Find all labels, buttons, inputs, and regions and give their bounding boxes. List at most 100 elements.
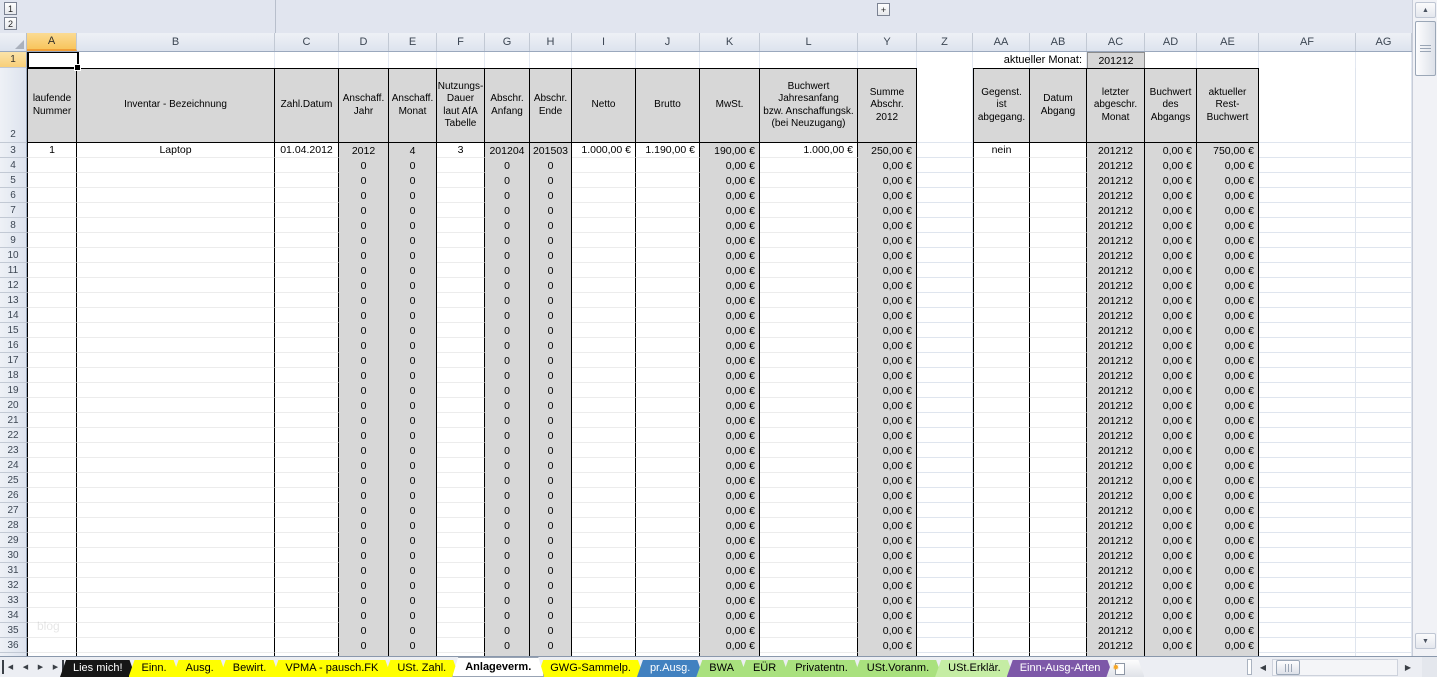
outline-expand-button[interactable]: + (877, 3, 890, 16)
cell-D13[interactable]: 0 (339, 293, 389, 308)
cell-B34[interactable] (77, 608, 275, 623)
cell-B20[interactable] (77, 398, 275, 413)
cell-F11[interactable] (437, 263, 485, 278)
cell-G37[interactable]: 0 (485, 653, 530, 656)
cell-I17[interactable] (572, 353, 636, 368)
last-sheet-button[interactable]: ▶ (49, 660, 64, 674)
cell-Z15[interactable] (917, 323, 973, 338)
cell-K21[interactable]: 0,00 € (700, 413, 760, 428)
cell-F29[interactable] (437, 533, 485, 548)
row-header-18[interactable]: 18 (0, 368, 27, 383)
column-header-H[interactable]: H (530, 33, 572, 51)
cell-G14[interactable]: 0 (485, 308, 530, 323)
cell-Y27[interactable]: 0,00 € (858, 503, 917, 518)
column-header-AF[interactable]: AF (1259, 33, 1356, 51)
cell-K6[interactable]: 0,00 € (700, 188, 760, 203)
cell-AD16[interactable]: 0,00 € (1145, 338, 1197, 353)
row-header-3[interactable]: 3 (0, 143, 27, 158)
cell-AD37[interactable]: 0,00 € (1145, 653, 1197, 656)
cell-H33[interactable]: 0 (530, 593, 572, 608)
row-header-21[interactable]: 21 (0, 413, 27, 428)
cell-K35[interactable]: 0,00 € (700, 623, 760, 638)
cell-H7[interactable]: 0 (530, 203, 572, 218)
cell-B23[interactable] (77, 443, 275, 458)
cell-D18[interactable]: 0 (339, 368, 389, 383)
cell-AA12[interactable] (973, 278, 1030, 293)
column-header-A[interactable]: A (27, 33, 77, 51)
cell-C31[interactable] (275, 563, 339, 578)
cell-G25[interactable]: 0 (485, 473, 530, 488)
cell-A15[interactable] (27, 323, 77, 338)
cell-AB31[interactable] (1030, 563, 1087, 578)
cell-AF22[interactable] (1259, 428, 1356, 443)
cell-B8[interactable] (77, 218, 275, 233)
cell-B24[interactable] (77, 458, 275, 473)
cell-I28[interactable] (572, 518, 636, 533)
cell-E34[interactable]: 0 (389, 608, 437, 623)
cell-Y4[interactable]: 0,00 € (858, 158, 917, 173)
cell-AA7[interactable] (973, 203, 1030, 218)
cell-G17[interactable]: 0 (485, 353, 530, 368)
cell-G32[interactable]: 0 (485, 578, 530, 593)
cell-B36[interactable] (77, 638, 275, 653)
cell-K30[interactable]: 0,00 € (700, 548, 760, 563)
cell-K12[interactable]: 0,00 € (700, 278, 760, 293)
cell-Y17[interactable]: 0,00 € (858, 353, 917, 368)
cell-I9[interactable] (572, 233, 636, 248)
column-header-AA[interactable]: AA (973, 33, 1030, 51)
cell-J7[interactable] (636, 203, 700, 218)
cell-AA27[interactable] (973, 503, 1030, 518)
cell-Z26[interactable] (917, 488, 973, 503)
cell-Z6[interactable] (917, 188, 973, 203)
cell-AG22[interactable] (1356, 428, 1412, 443)
cell-AB32[interactable] (1030, 578, 1087, 593)
cell-Z8[interactable] (917, 218, 973, 233)
cell-K17[interactable]: 0,00 € (700, 353, 760, 368)
cell-L18[interactable] (760, 368, 858, 383)
tab-ausg[interactable]: Ausg. (173, 660, 227, 677)
cell-Y26[interactable]: 0,00 € (858, 488, 917, 503)
cell-AC22[interactable]: 201212 (1087, 428, 1145, 443)
cell-C18[interactable] (275, 368, 339, 383)
cell-AG28[interactable] (1356, 518, 1412, 533)
cell-E28[interactable]: 0 (389, 518, 437, 533)
cell-E17[interactable]: 0 (389, 353, 437, 368)
cell-H1[interactable] (530, 52, 572, 68)
cell-H14[interactable]: 0 (530, 308, 572, 323)
cell-I6[interactable] (572, 188, 636, 203)
cell-AC29[interactable]: 201212 (1087, 533, 1145, 548)
cell-B11[interactable] (77, 263, 275, 278)
cell-L20[interactable] (760, 398, 858, 413)
cell-AA19[interactable] (973, 383, 1030, 398)
cell-C2[interactable]: Zahl.Datum (275, 68, 339, 143)
cell-G19[interactable]: 0 (485, 383, 530, 398)
tab-ust-voranm[interactable]: USt.Voranm. (854, 660, 942, 677)
cell-AD11[interactable]: 0,00 € (1145, 263, 1197, 278)
cell-AD26[interactable]: 0,00 € (1145, 488, 1197, 503)
cell-H11[interactable]: 0 (530, 263, 572, 278)
selected-cell-A1[interactable] (27, 52, 81, 71)
cell-Y35[interactable]: 0,00 € (858, 623, 917, 638)
cell-AA24[interactable] (973, 458, 1030, 473)
row-header-13[interactable]: 13 (0, 293, 27, 308)
cell-AB8[interactable] (1030, 218, 1087, 233)
cell-J25[interactable] (636, 473, 700, 488)
cell-AE33[interactable]: 0,00 € (1197, 593, 1259, 608)
cell-J18[interactable] (636, 368, 700, 383)
cell-C3[interactable]: 01.04.2012 (275, 143, 339, 158)
cell-Y6[interactable]: 0,00 € (858, 188, 917, 203)
cell-H2[interactable]: Abschr. Ende (530, 68, 572, 143)
column-header-F[interactable]: F (437, 33, 485, 51)
cell-C11[interactable] (275, 263, 339, 278)
cell-J6[interactable] (636, 188, 700, 203)
column-header-AC[interactable]: AC (1087, 33, 1145, 51)
cell-E25[interactable]: 0 (389, 473, 437, 488)
cell-F33[interactable] (437, 593, 485, 608)
cell-AC25[interactable]: 201212 (1087, 473, 1145, 488)
cell-AD12[interactable]: 0,00 € (1145, 278, 1197, 293)
scroll-up-button[interactable]: ▲ (1415, 2, 1436, 18)
cell-AF15[interactable] (1259, 323, 1356, 338)
cell-F28[interactable] (437, 518, 485, 533)
row-header-32[interactable]: 32 (0, 578, 27, 593)
cell-AC4[interactable]: 201212 (1087, 158, 1145, 173)
